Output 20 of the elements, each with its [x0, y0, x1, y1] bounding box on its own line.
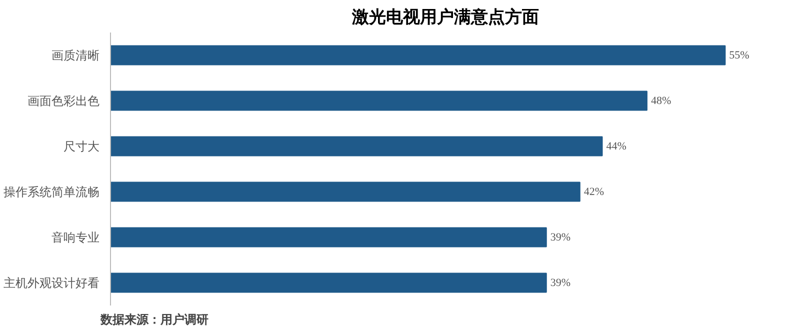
source-note: 数据来源：用户调研: [100, 312, 208, 326]
bar: [110, 182, 580, 202]
y-tick-label: 音响专业: [52, 230, 100, 244]
data-label: 42%: [584, 186, 604, 198]
y-tick-label: 操作系统简单流畅: [4, 184, 100, 199]
bar: [110, 272, 547, 293]
bar: [110, 90, 648, 111]
bar: [110, 136, 603, 156]
data-label: 48%: [650, 94, 672, 107]
data-label: 39%: [550, 231, 571, 244]
y-tick-label: 画面色彩出色: [28, 94, 100, 108]
data-label: 39%: [550, 276, 571, 289]
y-tick-label: 尺寸大: [64, 139, 100, 154]
chart-title: 激光电视用户满意点方面: [351, 8, 539, 28]
y-tick-label: 画质清晰: [52, 48, 100, 62]
data-label: 44%: [606, 140, 626, 152]
bar: [110, 45, 726, 66]
y-tick-label: 主机外观设计好看: [4, 276, 100, 290]
bar: [110, 227, 547, 248]
data-label: 55%: [729, 49, 750, 62]
